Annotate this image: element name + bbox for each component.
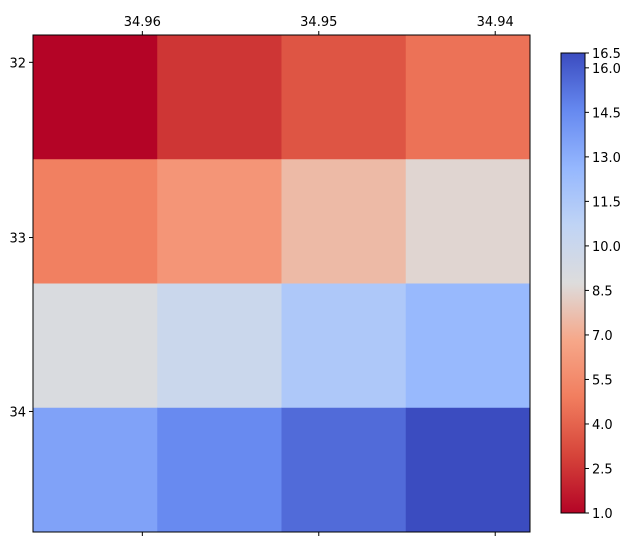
colorbar-tick-label: 5.5 [592,373,613,388]
heatmap-cells [33,35,531,533]
colorbar-tick-label: 8.5 [592,284,613,299]
heatmap-cell-r2-c1 [157,283,282,409]
heatmap-cell-r3-c1 [157,407,282,533]
heatmap-cell-r1-c3 [405,159,531,284]
heatmap-cell-r1-c0 [33,159,158,284]
y-axis-left: 32 33 34 [9,56,33,420]
heatmap-cell-r3-c0 [33,407,158,533]
y-tick-label: 34 [9,405,26,420]
heatmap-cell-r2-c2 [281,283,407,409]
heatmap-cell-r0-c3 [405,35,531,160]
colorbar-tick-label: 13.0 [592,151,621,166]
heatmap-cell-r0-c1 [157,35,282,160]
x-tick-label: 34.94 [477,15,514,30]
colorbar-tick-label: 2.5 [592,462,613,477]
heatmap-cell-r3-c2 [281,407,407,533]
colorbar-tick-label: 10.0 [592,240,621,255]
colorbar-tick-label: 7.0 [592,329,613,344]
colorbar-tick-label: 16.0 [592,62,621,77]
heatmap-cell-r3-c3 [405,407,531,533]
heatmap-cell-r0-c0 [33,35,158,160]
colorbar [560,52,586,514]
heatmap-cell-r2-c3 [405,283,531,409]
x-axis-top: 34.96 34.95 34.94 [124,15,514,536]
colorbar-ticks: 1.0 2.5 4.0 5.5 7.0 8.5 10.0 11.5 13.0 14.5 16.016… [585,47,621,522]
x-tick-label: 34.95 [300,15,337,30]
heatmap-cell-r0-c2 [281,35,407,160]
heatmap-cell-r1-c2 [281,159,407,284]
y-tick-label: 33 [9,232,26,247]
colorbar-tick-label: 4.0 [592,418,613,433]
colorbar-tick-label: 1.0 [592,507,613,522]
colorbar-tick-label: 11.5 [592,195,621,210]
plot-frame [32,34,531,533]
y-tick-label: 32 [9,56,26,71]
x-tick-label: 34.96 [124,15,161,30]
colorbar-tick-label: 14.5 [592,106,621,121]
colorbar-tick-label: 16.5 [592,47,621,62]
heatmap-cell-r1-c1 [157,159,282,284]
heatmap-cell-r2-c0 [33,283,158,409]
